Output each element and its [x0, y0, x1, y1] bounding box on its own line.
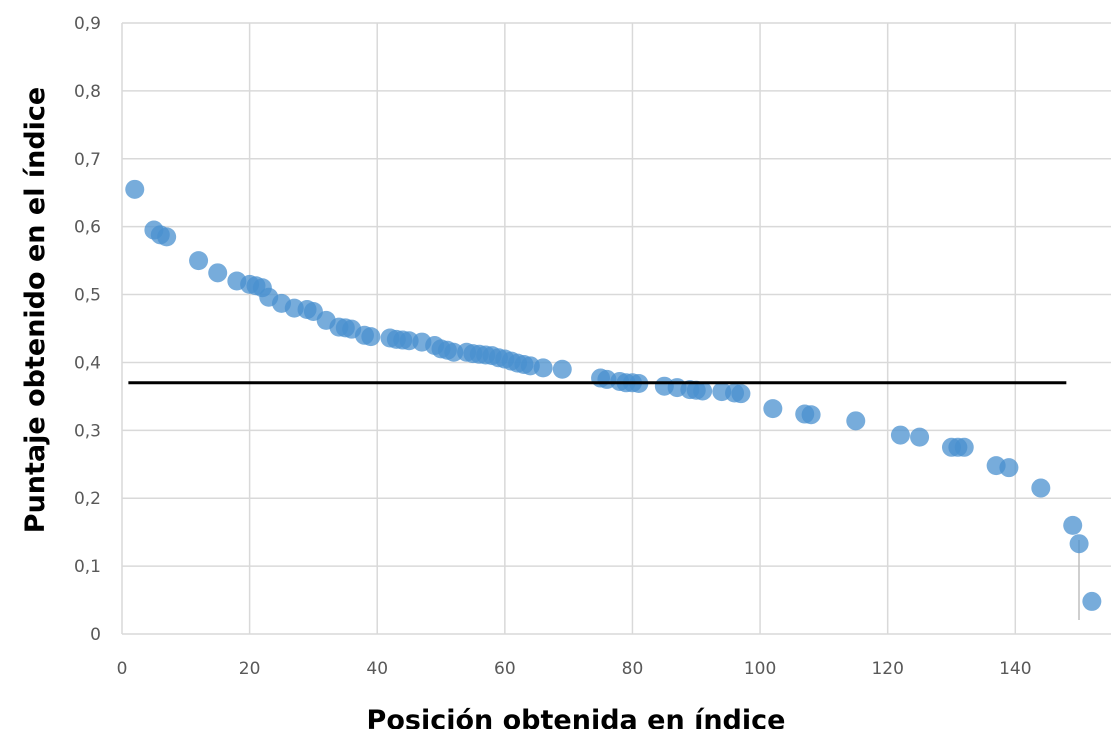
- x-tick-label: 0: [117, 659, 128, 679]
- data-point: [125, 179, 145, 199]
- data-point: [1031, 478, 1051, 498]
- data-point: [1082, 591, 1102, 611]
- grid: [121, 22, 1111, 635]
- x-tick-label: 40: [366, 659, 388, 679]
- x-tick-label: 20: [239, 659, 261, 679]
- data-point: [693, 381, 713, 401]
- tick-labels: 0 0,1 0,2 0,3 0,4 0,5 0,6 0,7 0,8 0,9 0 20 40 60 80 100…: [74, 14, 1032, 679]
- data-point: [361, 327, 381, 347]
- x-tick-label: 100: [744, 659, 776, 679]
- y-tick-label: 0,5: [74, 286, 101, 306]
- data-point: [910, 427, 930, 447]
- x-axis-title: Posición obtenida en índice: [367, 705, 786, 729]
- data-point: [552, 359, 572, 379]
- y-tick-label: 0,2: [74, 489, 101, 509]
- data-point: [846, 411, 866, 431]
- data-point: [801, 405, 821, 425]
- data-point: [208, 263, 228, 283]
- y-tick-label: 0,8: [74, 82, 101, 102]
- x-tick-label: 140: [999, 659, 1031, 679]
- y-tick-label: 0,3: [74, 421, 101, 441]
- y-tick-label: 0,4: [74, 353, 101, 373]
- data-point: [999, 458, 1019, 478]
- y-tick-label: 0,7: [74, 150, 101, 170]
- data-point: [1069, 534, 1089, 554]
- y-tick-label: 0,9: [74, 14, 101, 34]
- data-point: [890, 425, 910, 445]
- y-axis-title: Puntaje obtenido en el índice: [20, 87, 51, 533]
- data-points: [125, 179, 1102, 611]
- y-tick-label: 0: [90, 625, 101, 645]
- x-tick-label: 60: [494, 659, 516, 679]
- data-point: [1063, 515, 1083, 535]
- x-tick-label: 80: [622, 659, 644, 679]
- y-tick-label: 0,6: [74, 218, 101, 238]
- data-point: [731, 384, 751, 404]
- data-point: [189, 251, 209, 271]
- data-point: [763, 399, 783, 419]
- data-point: [157, 227, 177, 247]
- x-tick-label: 120: [871, 659, 903, 679]
- data-point: [533, 358, 553, 378]
- data-point: [954, 437, 974, 457]
- y-tick-label: 0,1: [74, 557, 101, 577]
